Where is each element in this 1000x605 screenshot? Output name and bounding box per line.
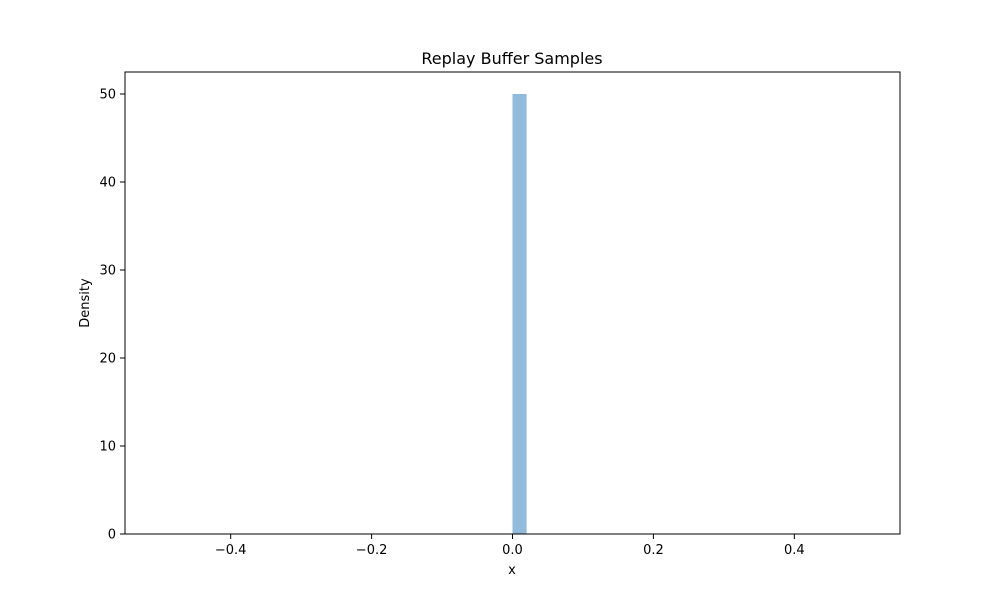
y-tick-label: 30 — [99, 264, 116, 279]
x-axis-label: x — [508, 563, 516, 578]
y-tick-label: 0 — [108, 528, 116, 543]
y-tick-label: 20 — [99, 352, 116, 367]
histogram-bar — [512, 94, 527, 534]
y-tick-label: 50 — [99, 88, 116, 103]
ticks-layer: −0.4 −0.2 0.0 0.2 0.4 0 10 20 30 40 50 — [99, 88, 804, 559]
x-tick-label: −0.2 — [356, 543, 388, 558]
x-tick-label: 0.2 — [643, 543, 664, 558]
x-tick-label: 0.0 — [502, 543, 523, 558]
bars-layer — [512, 94, 527, 534]
y-tick-label: 40 — [99, 176, 116, 191]
y-tick-label: 10 — [99, 440, 116, 455]
x-tick-label: −0.4 — [215, 543, 247, 558]
x-tick-label: 0.4 — [784, 543, 805, 558]
chart-title: Replay Buffer Samples — [421, 49, 602, 68]
plot-frame — [124, 71, 901, 535]
y-axis-label: Density — [78, 278, 93, 328]
